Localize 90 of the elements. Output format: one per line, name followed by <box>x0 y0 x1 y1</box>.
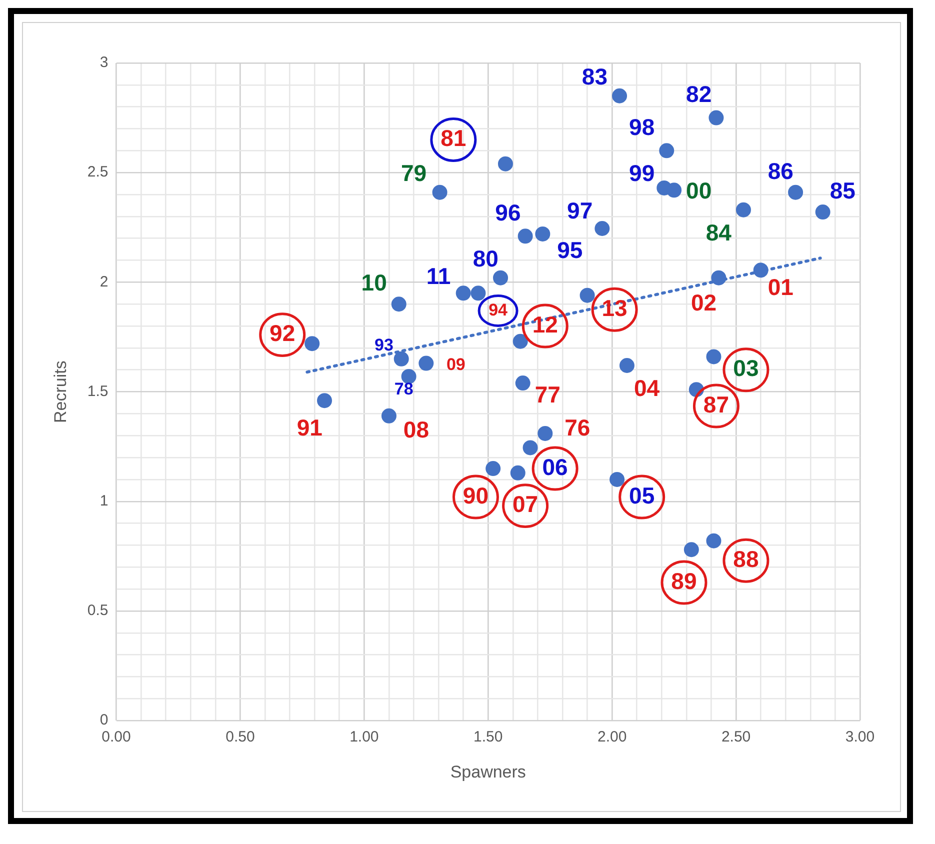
annotation: 98 <box>629 114 655 140</box>
annotation: 91 <box>296 414 323 440</box>
annotation: 07 <box>512 491 538 518</box>
x-tick-label: 2.00 <box>597 728 627 746</box>
point <box>391 296 406 312</box>
y-tick-label: 3 <box>100 54 108 72</box>
point <box>594 220 610 236</box>
annotation: 06 <box>542 454 568 480</box>
annotation: 94 <box>488 300 508 320</box>
point <box>708 110 724 126</box>
point <box>498 156 513 172</box>
annotation: 93 <box>374 335 394 354</box>
point <box>470 286 486 301</box>
point <box>612 88 628 104</box>
point <box>706 533 722 548</box>
annotation: 96 <box>495 200 521 226</box>
annotation: 04 <box>634 374 660 401</box>
point <box>518 228 533 244</box>
x-axis-title: Spawners <box>450 762 526 782</box>
point <box>535 226 550 242</box>
x-tick-label: 3.00 <box>845 728 875 746</box>
x-tick-label: 1.00 <box>350 728 379 746</box>
annotation: 95 <box>557 236 583 263</box>
point <box>711 270 726 286</box>
point <box>788 184 804 200</box>
annotation: 00 <box>686 178 712 204</box>
annotation: 02 <box>691 289 717 316</box>
annotation: 79 <box>400 160 427 186</box>
annotation: 80 <box>472 246 498 272</box>
x-tick-label: 2.50 <box>721 728 751 746</box>
point <box>486 461 501 476</box>
y-tick-label: 1 <box>100 492 108 510</box>
annotation: 81 <box>440 125 466 152</box>
annotation: 08 <box>403 416 430 443</box>
point <box>394 351 409 366</box>
annotation: 92 <box>270 320 296 346</box>
y-tick-label: 2 <box>100 273 108 290</box>
annotation: 77 <box>534 382 560 408</box>
y-tick-label: 0.5 <box>87 602 108 620</box>
annotation: 76 <box>564 414 590 440</box>
point <box>512 334 528 349</box>
annotation: 82 <box>686 81 712 108</box>
annotation: 86 <box>768 158 794 184</box>
point <box>684 542 699 558</box>
x-tick-label: 0.50 <box>226 728 255 746</box>
point <box>401 368 416 384</box>
point <box>815 204 830 220</box>
x-tick-label: 1.50 <box>474 728 503 746</box>
point <box>522 440 538 456</box>
y-tick-label: 2.5 <box>87 164 108 181</box>
point <box>753 262 768 278</box>
point <box>515 376 530 391</box>
annotation: 01 <box>768 274 794 300</box>
point <box>304 336 320 352</box>
y-axis-title: Recruits <box>50 360 70 423</box>
annotation: 05 <box>629 482 655 508</box>
point <box>666 182 682 198</box>
point <box>381 408 396 424</box>
point <box>538 426 553 441</box>
annotation: 90 <box>462 482 489 508</box>
annotation: 85 <box>830 178 856 204</box>
point <box>456 286 471 301</box>
annotation: 89 <box>671 568 697 594</box>
point <box>493 270 508 286</box>
point <box>619 358 634 373</box>
annotation: 09 <box>446 355 466 374</box>
point <box>317 393 332 408</box>
annotation: 97 <box>567 197 593 224</box>
annotation: 03 <box>733 355 759 382</box>
point <box>659 143 674 158</box>
annotation: 83 <box>582 64 608 90</box>
annotation: 12 <box>532 311 558 338</box>
point <box>580 288 595 303</box>
point <box>736 202 751 218</box>
annotation: 84 <box>706 219 732 246</box>
annotation: 13 <box>602 294 628 321</box>
annotation: 87 <box>703 391 730 418</box>
y-tick-label: 0 <box>100 712 108 729</box>
annotation: 88 <box>733 546 759 572</box>
annotation: 11 <box>426 263 451 290</box>
point <box>418 356 434 371</box>
annotation: 99 <box>629 160 655 186</box>
point <box>610 472 625 487</box>
x-tick-label: 0.00 <box>102 728 131 746</box>
annotation: 78 <box>394 379 414 398</box>
point <box>432 184 448 200</box>
annotation: 10 <box>361 270 387 296</box>
y-tick-label: 1.5 <box>87 382 108 400</box>
point <box>510 465 526 480</box>
point <box>706 349 722 364</box>
